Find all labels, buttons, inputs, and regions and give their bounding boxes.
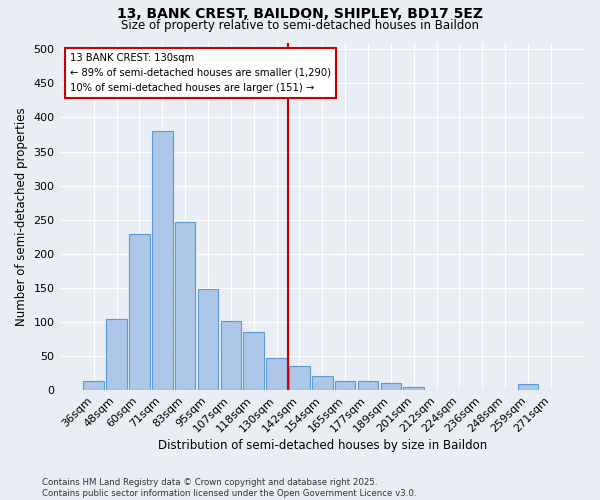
Bar (152, 131, 173, 390)
Bar (106, 319, 127, 390)
Text: 13 BANK CREST: 130sqm
← 89% of semi-detached houses are smaller (1,290)
10% of s: 13 BANK CREST: 130sqm ← 89% of semi-deta… (70, 53, 331, 92)
Bar (129, 234, 150, 390)
X-axis label: Distribution of semi-detached houses by size in Baildon: Distribution of semi-detached houses by … (158, 440, 487, 452)
Bar (221, 320, 241, 390)
Text: Size of property relative to semi-detached houses in Baildon: Size of property relative to semi-detach… (121, 19, 479, 32)
Bar (518, 384, 538, 390)
Bar (335, 380, 355, 390)
Bar (312, 376, 332, 390)
Bar (358, 381, 378, 390)
Bar (83, 381, 104, 390)
Bar (380, 382, 401, 390)
Text: Contains HM Land Registry data © Crown copyright and database right 2025.
Contai: Contains HM Land Registry data © Crown c… (42, 478, 416, 498)
Text: 13, BANK CREST, BAILDON, SHIPLEY, BD17 5EZ: 13, BANK CREST, BAILDON, SHIPLEY, BD17 5… (117, 8, 483, 22)
Bar (175, 222, 196, 390)
Y-axis label: Number of semi-detached properties: Number of semi-detached properties (15, 107, 28, 326)
Bar (244, 332, 264, 390)
Bar (266, 358, 287, 390)
Bar (289, 366, 310, 390)
Bar (198, 289, 218, 390)
Bar (403, 386, 424, 390)
